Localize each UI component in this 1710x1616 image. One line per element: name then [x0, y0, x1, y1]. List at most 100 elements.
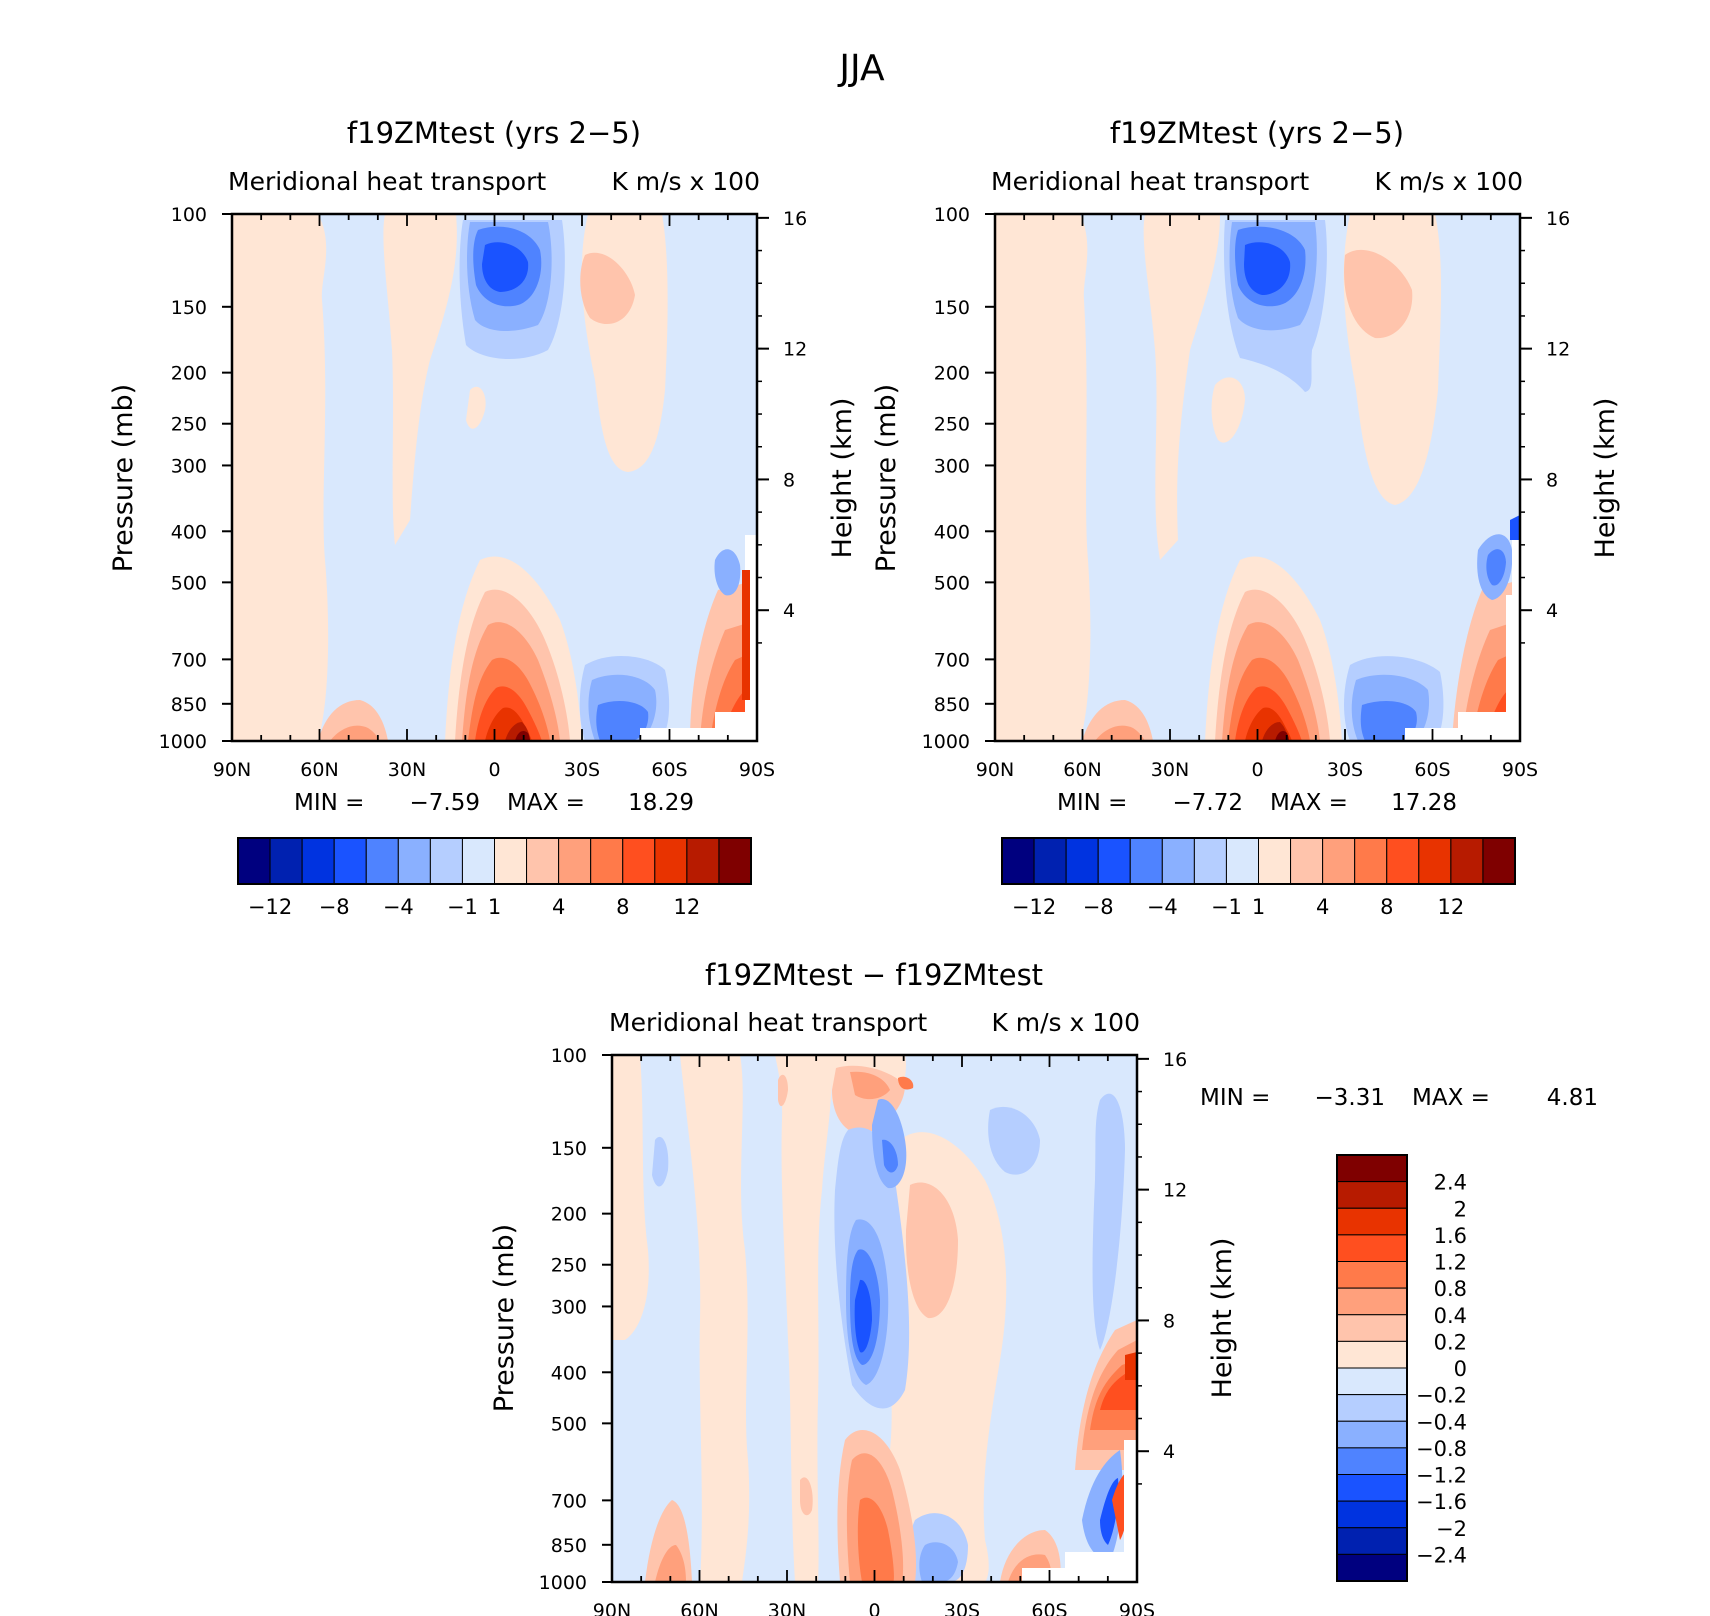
height-tick-label: 16 — [1546, 208, 1570, 230]
colorbar-label: 0.4 — [1434, 1304, 1467, 1328]
pressure-tick-label: 850 — [934, 694, 970, 716]
colorbar-label: −2.4 — [1416, 1543, 1467, 1567]
contour-positive — [870, 1132, 1007, 1582]
pressure-tick-label: 850 — [171, 694, 207, 716]
panel-b-ticks: 100 150 200 250 300 400 500 700 850 1000 16 12 8 4 90N… — [922, 204, 1571, 781]
colorbar-box — [622, 837, 656, 885]
colorbar-label: −1.6 — [1416, 1490, 1467, 1514]
pressure-tick-label: 150 — [934, 297, 970, 319]
colorbar-box — [1336, 1287, 1408, 1316]
contour-negative — [1486, 549, 1506, 586]
pressure-tick-label: 100 — [551, 1045, 587, 1067]
colorbar-label: 8 — [616, 895, 629, 919]
colorbar-box — [1450, 837, 1484, 885]
colorbar-label: 12 — [674, 895, 701, 919]
x-tick-label: 60N — [680, 1600, 718, 1616]
pressure-tick-label: 200 — [551, 1204, 587, 1226]
colorbar-box — [1482, 837, 1516, 885]
colorbar-label: −1 — [1211, 895, 1242, 919]
pressure-tick-label: 200 — [934, 363, 970, 385]
colorbar-box — [237, 837, 271, 885]
colorbar-box — [1336, 1340, 1408, 1369]
pressure-tick-label: 1000 — [922, 731, 970, 753]
contour-positive — [1143, 214, 1220, 560]
panel-b-title: f19ZMtest (yrs 2−5) — [1110, 116, 1404, 150]
colorbar-box — [1336, 1420, 1408, 1449]
pressure-tick-label: 250 — [551, 1255, 587, 1277]
height-tick-label: 12 — [1546, 339, 1570, 361]
pressure-tick-label: 700 — [551, 1490, 587, 1512]
colorbar-label: 1 — [488, 895, 501, 919]
panel-a-ticks: 100 150 200 250 300 400 500 700 850 1000 16 12 8 4 90N… — [159, 204, 808, 781]
contour-positive — [800, 1477, 813, 1516]
colorbar-box — [365, 837, 399, 885]
x-tick-label: 60N — [300, 759, 338, 781]
colorbar-box — [1336, 1181, 1408, 1209]
colorbar-label: 2.4 — [1434, 1171, 1467, 1195]
colorbar-label: −0.4 — [1416, 1410, 1467, 1434]
colorbar-box — [1129, 837, 1163, 885]
pressure-tick-label: 150 — [171, 297, 207, 319]
x-tick-label: 60N — [1063, 759, 1101, 781]
contour-positive — [898, 1076, 914, 1090]
colorbar-box — [1322, 837, 1356, 885]
panel-c-subtitle-left: Meridional heat transport — [609, 1008, 927, 1037]
x-tick-label: 90N — [593, 1600, 631, 1616]
contour-positive — [1275, 730, 1289, 741]
panel-c-max-label: MAX = — [1412, 1085, 1490, 1111]
colorbar-label: 12 — [1438, 895, 1465, 919]
contour-positive — [1344, 249, 1413, 339]
contour-positive — [1211, 377, 1245, 443]
colorbar-box — [1033, 837, 1067, 885]
pressure-tick-label: 150 — [551, 1138, 587, 1160]
colorbar-box — [1336, 1527, 1408, 1555]
contour-negative — [482, 242, 529, 292]
pressure-tick-label: 700 — [934, 649, 970, 671]
contour-negative — [1360, 700, 1417, 741]
colorbar-box — [494, 837, 528, 885]
contour-positive — [612, 1055, 649, 1340]
x-tick-label: 90N — [213, 759, 251, 781]
x-tick-label: 60S — [651, 759, 687, 781]
missing-data — [1124, 1440, 1137, 1582]
x-tick-label: 60S — [1031, 1600, 1067, 1616]
panel-a-min-label: MIN = — [294, 790, 364, 816]
colorbar-label: 2 — [1454, 1197, 1467, 1221]
contour-negative — [1092, 1093, 1125, 1350]
panel-a-ylabel-left: Pressure (mb) — [108, 384, 139, 572]
colorbar-box — [590, 837, 624, 885]
height-tick-label: 4 — [783, 600, 795, 622]
contour-positive — [995, 214, 1091, 741]
colorbar-label: −4 — [1147, 895, 1178, 919]
panel-b-max-value: 17.28 — [1391, 790, 1457, 816]
colorbar-box — [1336, 1234, 1408, 1262]
contour-positive — [857, 1497, 894, 1582]
x-tick-label: 90S — [1119, 1600, 1155, 1616]
panel-b-field — [995, 214, 1520, 741]
pressure-tick-label: 500 — [551, 1413, 587, 1435]
contour-positive — [850, 1071, 890, 1100]
colorbar-label: −1 — [447, 895, 478, 919]
contour-negative — [854, 1279, 872, 1353]
colorbar-label: 0.2 — [1434, 1330, 1467, 1354]
colorbar-box — [526, 837, 560, 885]
panel-b-min-value: −7.72 — [1173, 790, 1243, 816]
colorbar-label: −8 — [319, 895, 350, 919]
height-tick-label: 4 — [1546, 600, 1558, 622]
x-tick-label: 0 — [1251, 759, 1263, 781]
panel-a-ylabel-right: Height (km) — [827, 398, 858, 559]
panel-c-field — [612, 1055, 1137, 1582]
pressure-tick-label: 300 — [551, 1296, 587, 1318]
height-tick-label: 4 — [1163, 1441, 1175, 1463]
contour-negative — [714, 549, 741, 596]
contour-negative — [1244, 242, 1291, 295]
contour-positive — [1095, 725, 1145, 741]
panel-a-subtitle-left: Meridional heat transport — [228, 167, 546, 196]
panel-c-title: f19ZMtest − f19ZMtest — [705, 958, 1043, 992]
colorbar-box — [1097, 837, 1131, 885]
pressure-tick-label: 250 — [171, 414, 207, 436]
colorbar-frame — [1336, 1154, 1408, 1582]
pressure-tick-label: 100 — [934, 204, 970, 226]
pressure-tick-label: 200 — [171, 363, 207, 385]
height-tick-label: 16 — [783, 208, 807, 230]
